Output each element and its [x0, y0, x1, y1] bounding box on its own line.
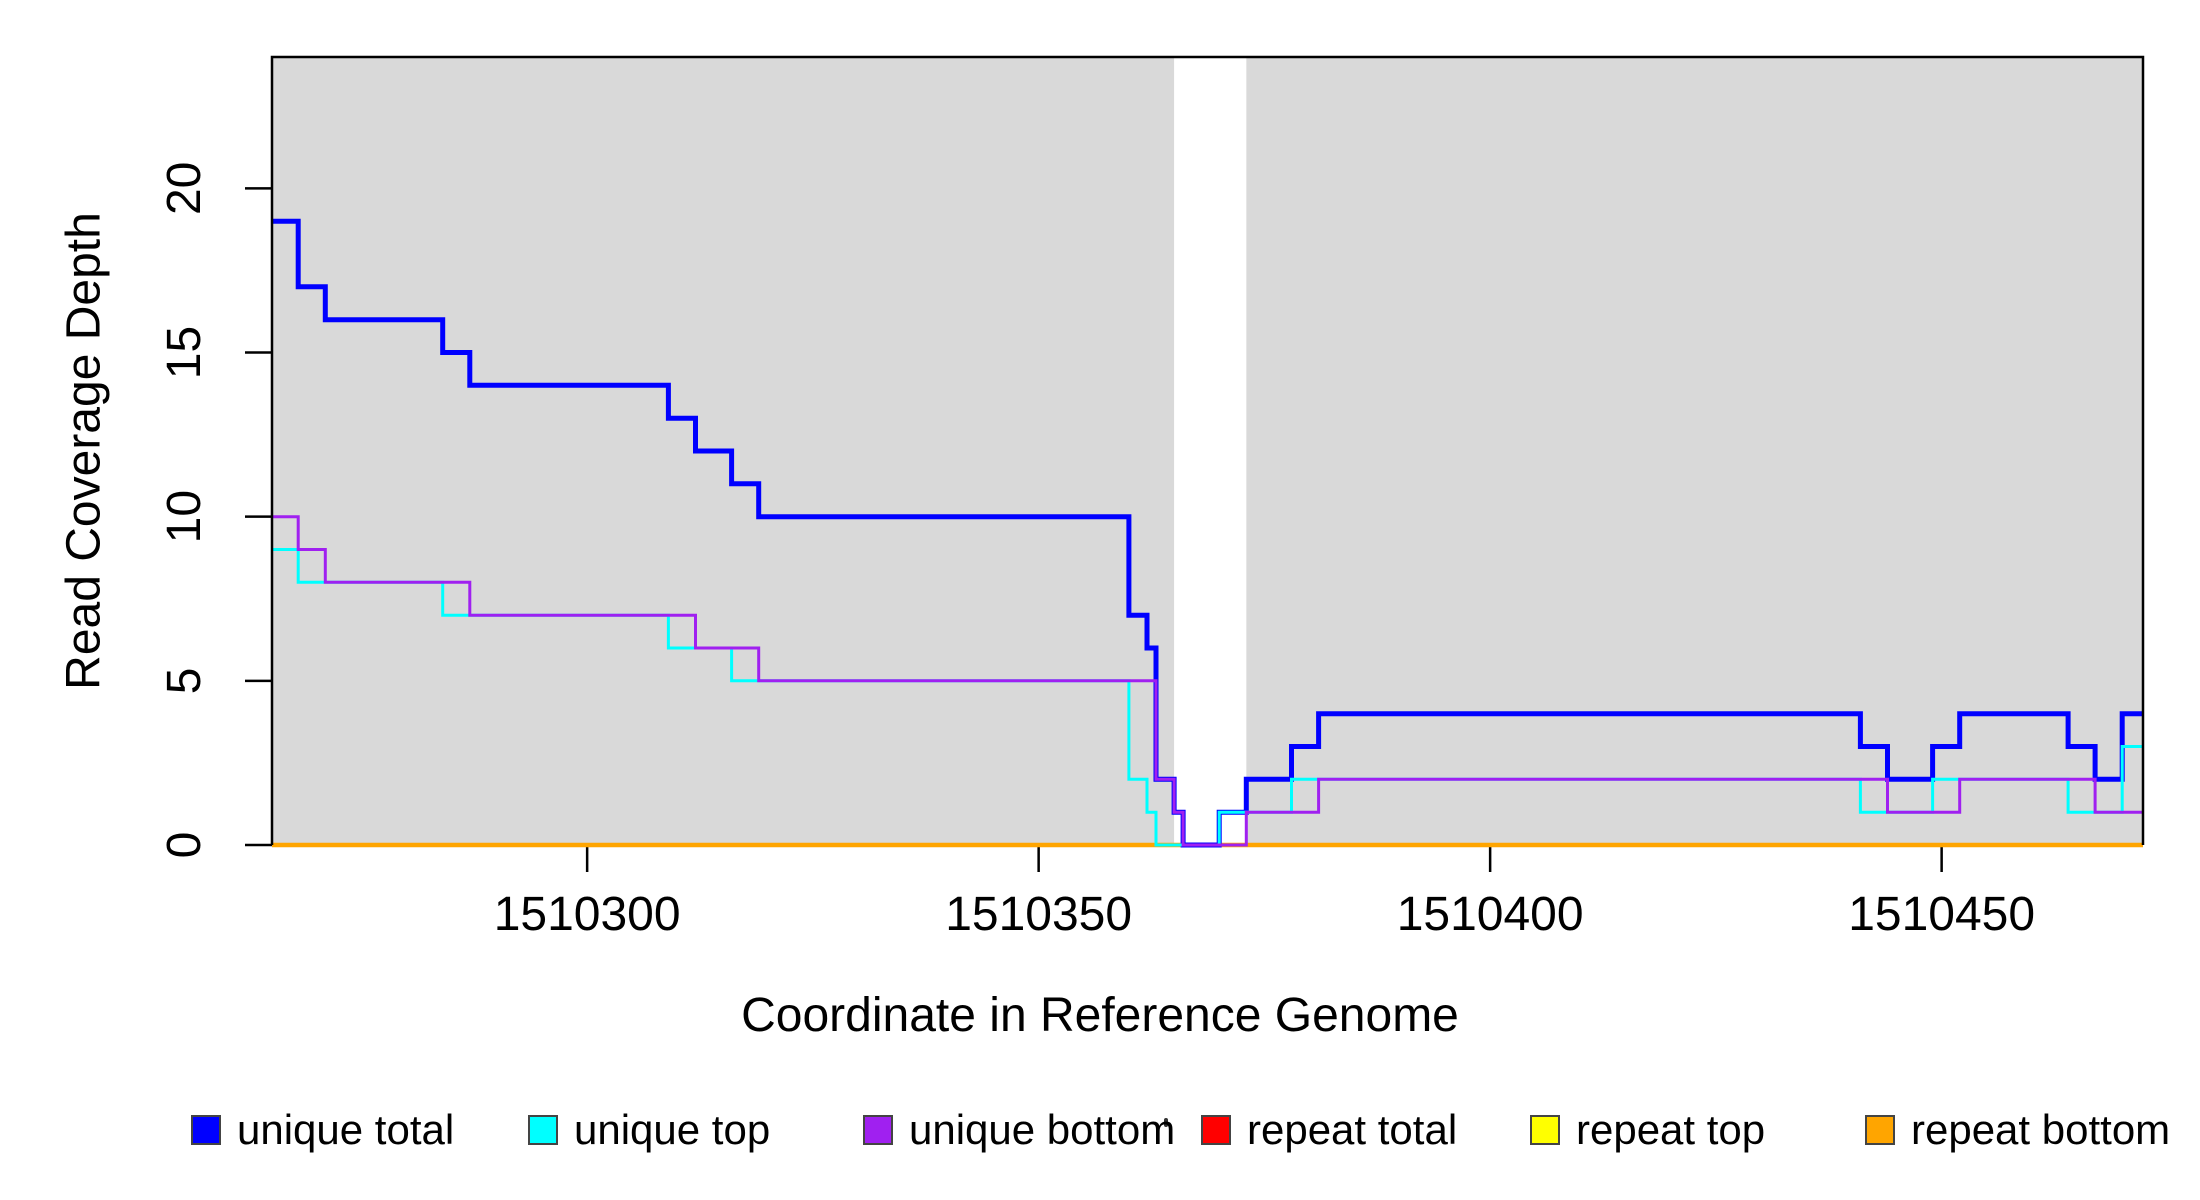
x-tick-label: 1510350 [945, 888, 1132, 941]
x-axis-title: Coordinate in Reference Genome [741, 989, 1459, 1042]
x-tick-label: 1510450 [1848, 888, 2035, 941]
y-tick-label: 5 [158, 667, 211, 694]
x-tick-label: 1510300 [494, 888, 681, 941]
y-tick-label: 15 [158, 326, 211, 379]
plot-box [270, 55, 2145, 845]
y-tick-label: 10 [158, 490, 211, 543]
stray-mark [1164, 1118, 1168, 1127]
x-tick-label: 1510400 [1397, 888, 1584, 941]
series-unique-bottom [272, 515, 2143, 847]
y-tick-label: 0 [158, 832, 211, 859]
coverage-gap-band [1174, 57, 1247, 845]
y-axis-title: Read Coverage Depth [57, 212, 111, 690]
y-tick-label: 20 [158, 162, 211, 215]
